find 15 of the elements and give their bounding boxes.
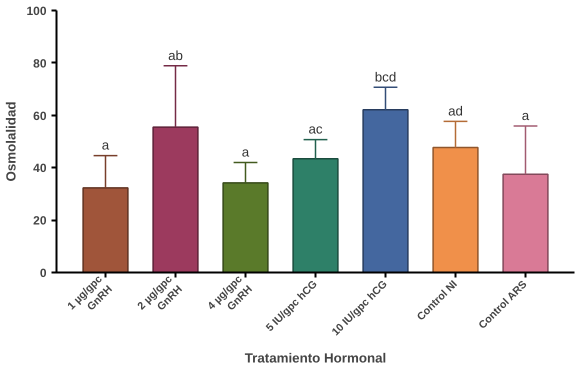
annotation: ab <box>168 48 183 63</box>
x-axis-title: Tratamiento Hormonal <box>244 350 386 366</box>
annotation: a <box>102 138 110 153</box>
y-tick-label: 80 <box>33 56 47 70</box>
y-tick-label: 20 <box>33 214 47 228</box>
annotation: a <box>522 108 530 124</box>
annotation: ad <box>448 103 463 118</box>
annotation: bcd <box>374 69 396 84</box>
annotation: a <box>242 144 250 160</box>
y-axis-title: Osmolalidad <box>3 101 18 182</box>
y-tick-label: 40 <box>33 161 47 176</box>
y-tick-label: 60 <box>33 108 47 123</box>
y-tick-label: 0 <box>40 266 47 280</box>
y-tick-label: 100 <box>26 4 47 18</box>
annotation: ac <box>308 122 323 137</box>
